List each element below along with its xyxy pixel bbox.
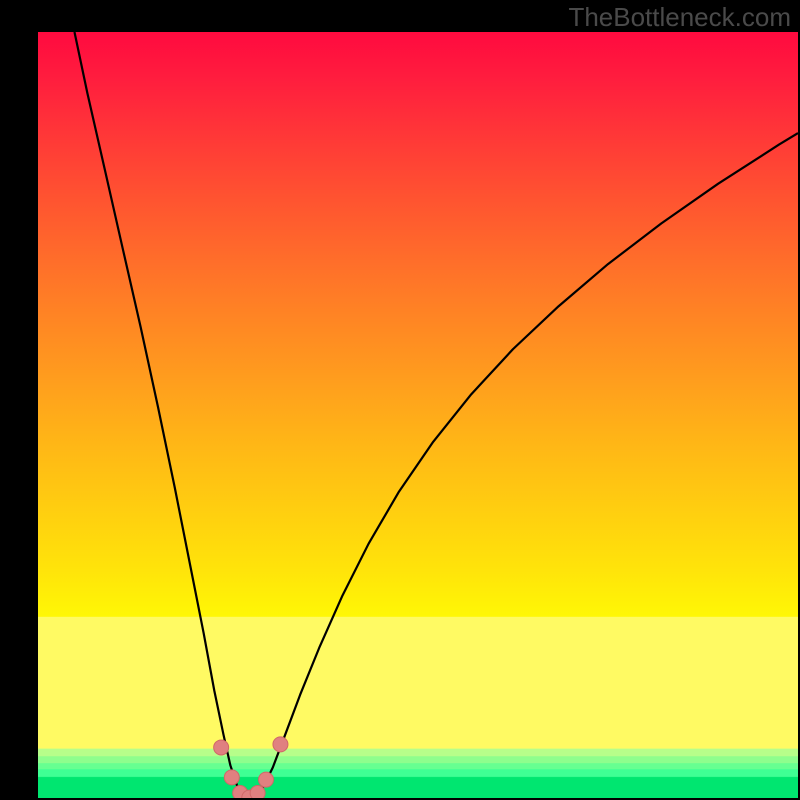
data-marker [273, 737, 288, 752]
chart-svg [38, 32, 798, 798]
watermark-text: TheBottleneck.com [568, 2, 791, 33]
plot-area [38, 32, 798, 798]
data-marker [214, 740, 229, 755]
gradient-background [38, 32, 798, 798]
data-marker [250, 786, 265, 798]
data-marker [224, 770, 239, 785]
data-marker [259, 772, 274, 787]
